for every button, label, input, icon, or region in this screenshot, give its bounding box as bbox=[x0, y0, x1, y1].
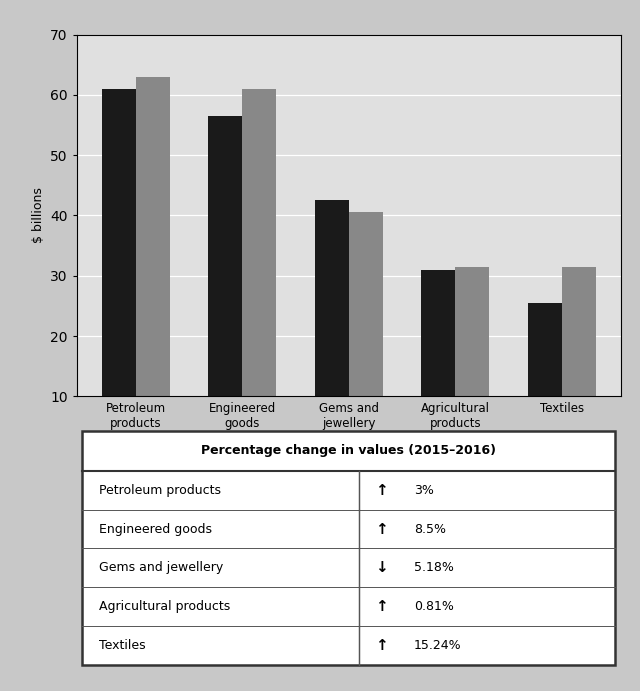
Bar bbox=[208, 116, 242, 457]
Bar bbox=[528, 303, 562, 457]
Bar bbox=[315, 200, 349, 457]
Text: Gems and jewellery: Gems and jewellery bbox=[99, 562, 223, 574]
Text: Agricultural products: Agricultural products bbox=[99, 600, 230, 614]
Bar bbox=[349, 212, 383, 457]
Text: ↓: ↓ bbox=[375, 560, 388, 576]
Text: ↑: ↑ bbox=[375, 599, 388, 614]
Bar bbox=[102, 89, 136, 457]
Bar bbox=[456, 267, 490, 457]
Text: Engineered goods: Engineered goods bbox=[99, 522, 212, 536]
Text: 15.24%: 15.24% bbox=[414, 639, 461, 652]
Text: 3%: 3% bbox=[414, 484, 434, 497]
Bar bbox=[242, 89, 276, 457]
Text: Petroleum products: Petroleum products bbox=[99, 484, 221, 497]
X-axis label: Product Category: Product Category bbox=[280, 438, 417, 452]
Text: ↑: ↑ bbox=[375, 522, 388, 536]
Text: ↑: ↑ bbox=[375, 638, 388, 653]
Y-axis label: $ billions: $ billions bbox=[31, 187, 45, 243]
Text: 8.5%: 8.5% bbox=[414, 522, 446, 536]
Text: Percentage change in values (2015–2016): Percentage change in values (2015–2016) bbox=[202, 444, 496, 457]
Text: ↑: ↑ bbox=[375, 482, 388, 498]
Bar bbox=[421, 269, 456, 457]
Text: Textiles: Textiles bbox=[99, 639, 145, 652]
Bar bbox=[136, 77, 170, 457]
Text: 0.81%: 0.81% bbox=[414, 600, 454, 614]
Bar bbox=[562, 267, 596, 457]
Text: 5.18%: 5.18% bbox=[414, 562, 454, 574]
